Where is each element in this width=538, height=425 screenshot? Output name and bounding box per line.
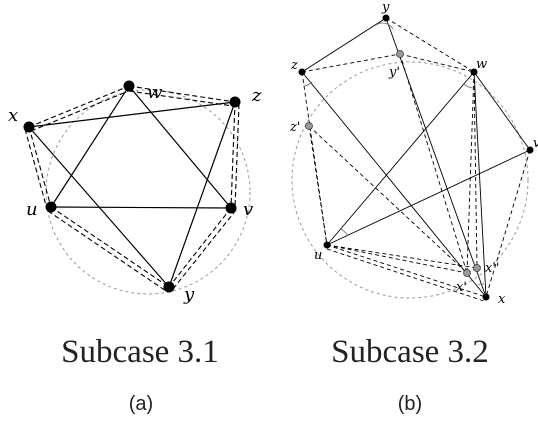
panel-b-edge-yp-w [399, 53, 475, 73]
panel-b-edge-w-xpp [473, 71, 478, 269]
panel-b-sublabel: (b) [398, 393, 422, 415]
panel-a-caption: Subcase 3.1 [61, 334, 219, 370]
panel-b-edge-w-xp [466, 71, 475, 274]
panel-a-label-v: v [243, 199, 253, 220]
panel-b-node-x-prime [463, 269, 471, 277]
panel-a-edge-x-z [28, 101, 236, 128]
panel-b-label-z: z [290, 58, 298, 73]
panel-b-angle-u [340, 228, 349, 237]
panel-a-edge-w-v [128, 85, 232, 209]
panel-a: x w z u v y Subcase 3.1 (a) [8, 80, 262, 415]
panel-b-node-z [298, 68, 306, 76]
panel-b-edge-w-x [473, 71, 487, 298]
panel-b-label-v: v [533, 136, 538, 151]
panel-b-edge-w-v [473, 71, 531, 151]
panel-b-guide-circle [291, 61, 529, 299]
panel-a-node-x [23, 121, 35, 133]
panel-b-label-y-prime: y' [388, 65, 400, 80]
panel-b-node-y-prime [396, 50, 404, 58]
panel-b-label-x-double-prime: x'' [485, 261, 499, 276]
panel-b-label-w: w [476, 57, 487, 72]
panel-b-angle-w [463, 83, 477, 89]
panel-b-edge-zp-xp [308, 125, 468, 274]
panel-a-guide-circle [45, 89, 251, 295]
panel-b-edge-y-w [385, 17, 475, 73]
panel-a-edge-u-y-b [47, 210, 167, 292]
panel-a-edge-w-u [50, 85, 130, 208]
panel-b-angle-y [375, 22, 394, 30]
panel-b-node-y [382, 14, 390, 22]
panel-b-angle-x [477, 283, 485, 286]
panel-a-sublabel: (a) [129, 393, 153, 415]
panel-b-node-x-double-prime [473, 264, 481, 272]
panel-a-edge-z-y [168, 101, 236, 288]
panel-b-angle-z [303, 81, 313, 87]
panel-b-edge-u-xp [326, 244, 468, 274]
panel-b-edge-z-x [301, 71, 487, 298]
panel-b-edge-zp-u [308, 125, 328, 246]
panel-b-edge-u-v [326, 149, 531, 246]
panel-a-edge-z-v-a [230, 101, 236, 209]
panel-b-label-y: y [381, 0, 390, 15]
panel-b-edge-y-x [385, 17, 487, 298]
panel-a-label-x: x [8, 105, 18, 126]
panel-a-edge-x-w-b [30, 89, 132, 132]
panel-b-node-u [323, 241, 331, 249]
panel-a-node-z [229, 96, 241, 108]
panel-a-edge-v-y-b [172, 209, 237, 290]
panel-a-node-w [123, 80, 135, 92]
panel-a-edge-x-u-a [28, 126, 52, 208]
panel-b-edge-v-x [485, 149, 531, 298]
panel-b-label-z-prime: z' [289, 120, 300, 135]
panel-b-node-v [526, 146, 534, 154]
panel-a-label-z: z [251, 85, 262, 106]
panel-a-label-u: u [26, 199, 38, 220]
panel-b-edge-z-yp [301, 53, 401, 73]
panel-a-node-v [225, 202, 237, 214]
panel-b-caption: Subcase 3.2 [331, 334, 489, 370]
panel-a-edge-z-v-b [234, 103, 240, 209]
panel-b-label-x-prime: x' [456, 280, 467, 295]
panel-a-edge-w-z-b [128, 90, 234, 107]
panel-a-node-y [163, 281, 175, 293]
panel-b-edge-y-z [301, 17, 387, 73]
panel-b-edge-w-u [326, 71, 475, 246]
panel-b-edge-yp-xp [399, 53, 468, 274]
panel-b: y z w y' z' v u x' x'' x Subcase 3.2 (b) [289, 0, 538, 415]
panel-a-label-y: y [183, 284, 195, 305]
panel-b-node-z-prime [305, 122, 313, 130]
panel-a-edge-x-u-b [24, 128, 48, 210]
panel-b-node-x [482, 293, 490, 301]
panel-a-edge-u-v [50, 206, 232, 209]
panel-a-label-w: w [147, 82, 163, 103]
panel-b-label-x: x [498, 292, 506, 307]
panel-b-edge-u-xpp [326, 244, 478, 269]
panel-b-label-u: u [314, 248, 322, 263]
panel-a-edge-w-z-a [128, 85, 236, 103]
panel-a-edge-x-w-a [28, 85, 130, 128]
panel-a-edge-v-y-a [168, 207, 232, 288]
panel-b-node-w [470, 68, 478, 76]
panel-a-node-u [45, 201, 57, 213]
panel-b-edge-z-u [301, 71, 328, 246]
